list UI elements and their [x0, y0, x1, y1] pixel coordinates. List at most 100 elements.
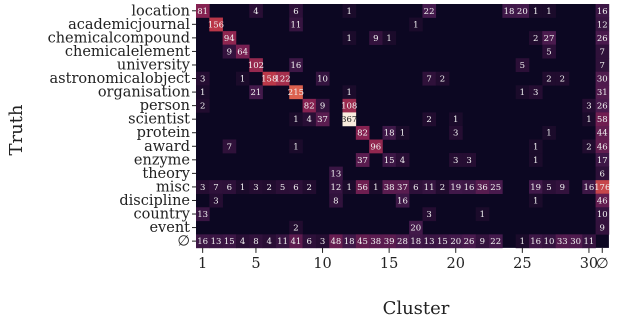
cell-value-label: 1 [533, 7, 538, 17]
heatmap-cell [289, 220, 303, 235]
heatmap-cell [435, 71, 450, 86]
x-tick-label: 5 [251, 256, 260, 272]
cell-value-label: 11 [277, 237, 288, 247]
heatmap-cell [529, 153, 543, 167]
cell-value-label: 122 [274, 75, 290, 85]
heatmap-cell [249, 180, 263, 194]
cell-value-label: 158 [261, 75, 277, 85]
cell-value-label: 33 [557, 237, 568, 247]
heatmap-cell [289, 139, 303, 154]
heatmap-cell [529, 4, 543, 18]
heatmap-cell [529, 180, 543, 194]
y-tick-label: astronomicalobject [50, 71, 191, 87]
cell-value-label: 2 [307, 183, 312, 193]
heatmap-cell [582, 180, 596, 194]
heatmap-cell [369, 234, 383, 249]
heatmap-cell [489, 180, 503, 194]
cell-value-label: 1 [480, 210, 485, 220]
heatmap-cell [289, 180, 303, 194]
x-tick-label: 30 [580, 256, 598, 272]
cell-value-label: 3 [213, 196, 218, 206]
cell-value-label: 13 [197, 210, 208, 220]
heatmap-cell [289, 85, 303, 100]
cell-value-label: 96 [370, 142, 381, 152]
cell-value-label: 81 [197, 7, 208, 17]
cell-value-label: 41 [290, 237, 301, 247]
heatmap-cell [595, 207, 610, 222]
cell-value-label: 2 [267, 183, 272, 193]
cell-value-label: 6 [227, 183, 232, 193]
heatmap-cell [462, 153, 477, 167]
cell-value-label: 1 [346, 34, 351, 44]
heatmap-cell [542, 125, 556, 140]
cell-value-label: 11 [584, 237, 595, 247]
cell-value-label: 1 [200, 88, 205, 98]
cell-value-label: 4 [240, 237, 245, 247]
heatmap-cell [302, 234, 317, 249]
heatmap-cell [409, 220, 423, 235]
cell-value-label: 156 [208, 20, 224, 30]
cell-value-label: 215 [288, 88, 304, 98]
cell-value-label: 3 [253, 183, 258, 193]
heatmap-cell [595, 58, 610, 73]
heatmap-cell [449, 180, 463, 194]
heatmap-cell [529, 234, 543, 249]
cell-value-label: 2 [440, 75, 445, 85]
cell-value-label: 13 [424, 237, 435, 247]
cell-value-label: 82 [357, 129, 368, 139]
heatmap-cell [355, 234, 370, 249]
heatmap-cell [582, 139, 596, 154]
heatmap-cell [342, 85, 357, 100]
cell-value-label: 39 [384, 237, 395, 247]
heatmap-cell [462, 234, 477, 249]
cell-value-label: 26 [597, 34, 608, 44]
heatmap-cell [289, 112, 303, 127]
heatmap-cell [595, 85, 610, 100]
y-tick-label: protein [137, 125, 190, 141]
cell-value-label: 11 [290, 20, 301, 30]
heatmap-cell [595, 44, 610, 59]
cell-value-label: 3 [426, 210, 431, 220]
cell-value-label: 5 [546, 47, 551, 57]
heatmap-cell [395, 180, 410, 194]
cell-value-label: 16 [464, 183, 475, 193]
heatmap-cell [196, 4, 210, 18]
cell-value-label: 1 [346, 88, 351, 98]
cell-value-label: 19 [530, 183, 541, 193]
heatmap-cell [542, 4, 556, 18]
cell-value-label: 19 [450, 183, 461, 193]
heatmap-cell [342, 112, 357, 127]
cell-value-label: 4 [267, 237, 272, 247]
heatmap-cell [582, 112, 596, 127]
heatmap-cell [422, 4, 437, 18]
heatmap-cell [262, 71, 277, 86]
cell-value-label: 22 [490, 237, 501, 247]
heatmap-cell [369, 139, 383, 154]
heatmap-cell [342, 4, 357, 18]
heatmap-cell [262, 234, 277, 249]
heatmap-cell [342, 98, 357, 113]
cell-value-label: 15 [384, 156, 395, 166]
heatmap-cell [382, 153, 397, 167]
cell-value-label: 8 [333, 196, 338, 206]
cell-value-label: 2 [533, 34, 538, 44]
cell-value-label: 48 [330, 237, 341, 247]
cell-value-label: 30 [597, 75, 608, 85]
cell-value-label: 1 [240, 183, 245, 193]
heatmap-cell [249, 234, 263, 249]
y-tick-label: enzyme [134, 152, 190, 168]
cell-value-label: 1 [413, 20, 418, 30]
heatmap-cell [369, 180, 383, 194]
cell-value-label: 13 [211, 237, 222, 247]
x-tick-label: 20 [447, 256, 465, 272]
heatmap-cell [542, 180, 556, 194]
cell-value-label: 56 [357, 183, 368, 193]
cell-value-label: 15 [437, 237, 448, 247]
cell-value-label: 6 [413, 183, 418, 193]
cell-value-label: 46 [597, 142, 608, 152]
cell-value-label: 1 [546, 7, 551, 17]
y-tick-label: scientist [128, 112, 190, 128]
heatmap-cell [529, 139, 543, 154]
